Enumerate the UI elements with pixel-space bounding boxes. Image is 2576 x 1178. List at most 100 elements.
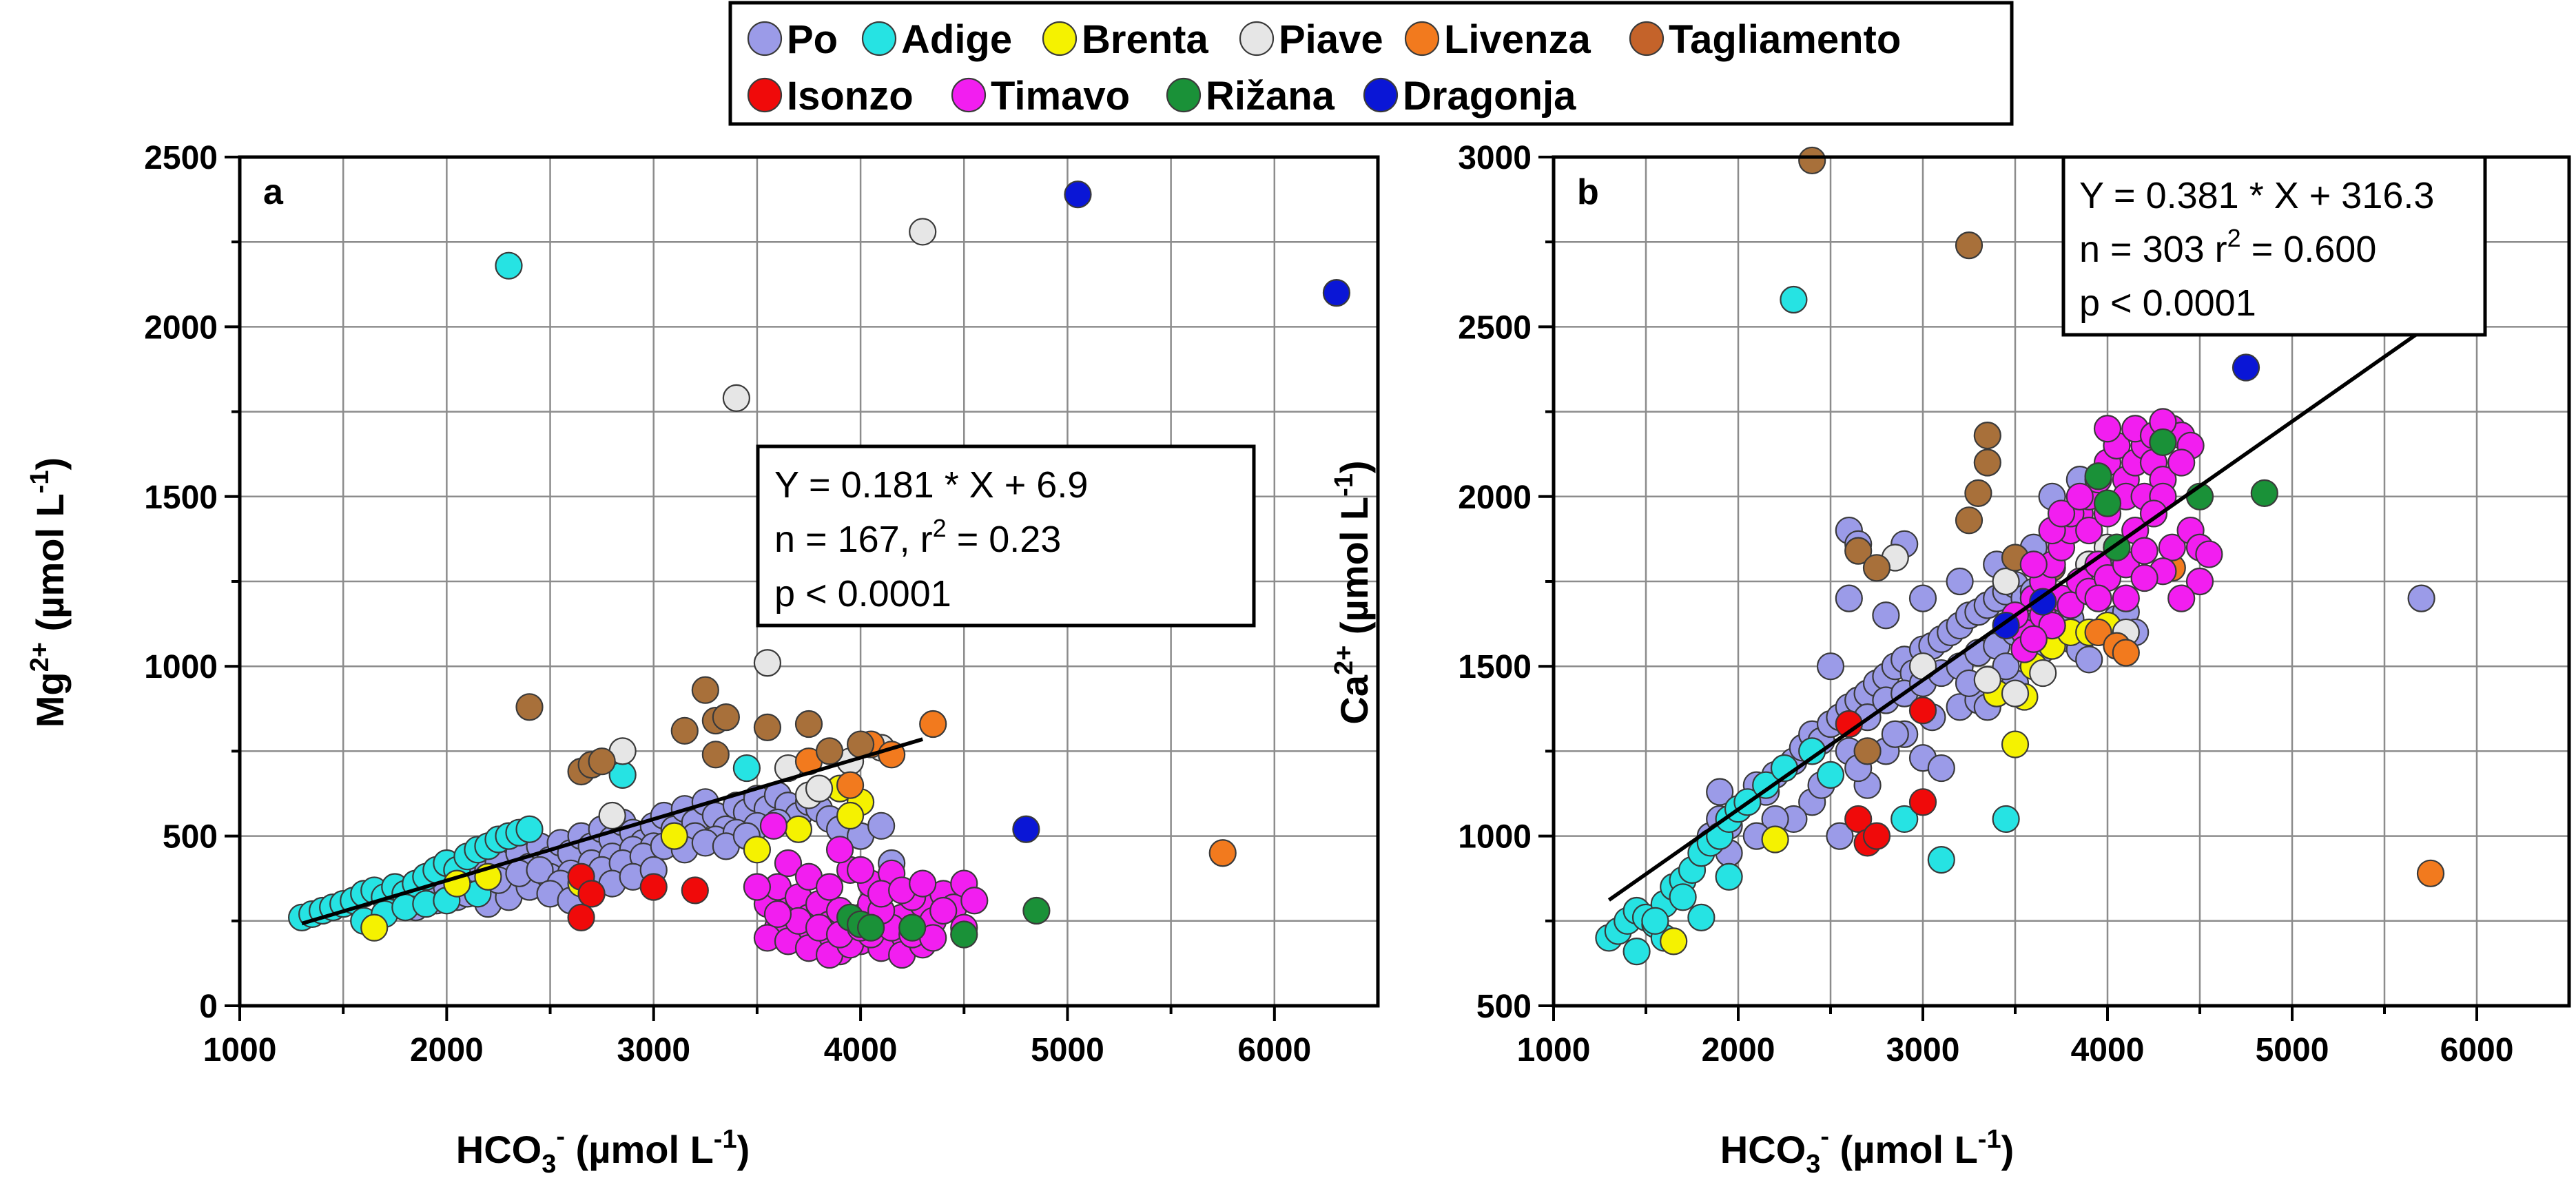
panel-a-point-isonzo [639, 873, 668, 901]
panel-b-ylabel-unit: (µmol L [1332, 497, 1376, 645]
legend-item-timavo: Timavo [951, 74, 1130, 118]
panel-b-point-piave [2029, 659, 2057, 688]
panel-b-point-rizana [2250, 479, 2278, 507]
panel-b-point-livenza [2112, 639, 2140, 667]
panel-b-point-rizana [2093, 489, 2122, 517]
panel-b-y-axis-label: Ca2+ (µmol L-1) [1330, 460, 1376, 724]
panel-b-point-isonzo [1908, 788, 1937, 816]
panel-b-point-isonzo [1908, 696, 1937, 725]
panel-b-point-timavo [2112, 584, 2140, 612]
panel-b-letter: b [1577, 172, 1599, 212]
panel-b-point-po [1872, 601, 1900, 630]
panel-b-point-piave [1973, 665, 2001, 694]
panel-b-point-po [1927, 754, 1955, 783]
panel-b-point-tagliamento [1798, 146, 1826, 175]
panel-a-point-livenza [836, 771, 865, 799]
panel-b-point-timavo [2084, 584, 2112, 612]
panel-b-point-adige [1752, 771, 1780, 799]
panel-b-point-tagliamento [1973, 448, 2001, 477]
panel-a-ytick-label: 2000 [144, 309, 218, 346]
panel-a-xtick-label: 6000 [1237, 1032, 1311, 1068]
panel-b-point-dragonja [2029, 588, 2057, 616]
panel-a-n-r2-part: n = 167, r [774, 519, 933, 560]
panel-b-point-po [1826, 822, 1854, 850]
panel-a-xlabel-unit: (µmol L [565, 1128, 714, 1171]
panel-b-point-adige [1890, 805, 1919, 834]
legend-swatch-rizana [1166, 77, 1202, 113]
panel-a-ytick-label: 0 [199, 989, 218, 1025]
panel-a-ytick-label: 500 [163, 819, 218, 856]
panel-b-r2-sup: 2 [2227, 224, 2241, 252]
panel-a-ytick-label: 2500 [144, 140, 218, 176]
panel-a-xtick-label: 2000 [410, 1032, 484, 1068]
panel-a-point-timavo [960, 887, 989, 915]
legend-item-isonzo: Isonzo [747, 74, 914, 118]
panel-b-point-rizana [2084, 462, 2112, 490]
panel-a-tick-labels: 1000 2000 3000 4000 5000 6000 0 500 1000 1500 2000… [144, 140, 1311, 1068]
panel-a-ticks [225, 156, 1276, 1021]
panel-a-stats-box: Y = 0.181 * X + 6.9 n = 167, r2 = 0.23 p… [756, 444, 1256, 628]
panel-a-point-brenta [836, 801, 865, 830]
panel-b-stats-frame [2061, 155, 2487, 337]
legend-swatch-tagliamento [1629, 21, 1665, 56]
panel-a-point-rizana [857, 913, 885, 942]
panel-a-xtick-label: 5000 [1031, 1032, 1104, 1068]
panel-a-ylabel-unit-end: ) [28, 457, 72, 471]
panel-b-point-po [1835, 584, 1863, 612]
panel-b-point-piave [2001, 679, 2030, 707]
panel-b-point-timavo [2075, 516, 2103, 545]
panel-b-point-tagliamento [1844, 537, 1873, 565]
panel-a-point-brenta [743, 836, 772, 864]
panel-a-point-rizana [898, 913, 927, 942]
panel-b-point-rizana [2149, 428, 2177, 457]
panel-b: 1000 2000 3000 4000 5000 6000 500 1000 1500 2000 2… [1330, 140, 2571, 1178]
panel-a-ylabel-unit: (µmol L [28, 493, 72, 642]
panel-a-point-adige [515, 815, 544, 843]
panel-b-point-livenza [2416, 859, 2445, 887]
panel-b-point-brenta [1761, 825, 1789, 854]
panel-b-point-timavo [2167, 448, 2196, 477]
panel-b-point-po [2075, 645, 2103, 674]
legend-item-piave: Piave [1239, 17, 1383, 62]
panel-a-point-isonzo [567, 903, 595, 931]
panel-b-point-adige [1687, 903, 1715, 931]
panel-a-xlabel-sup: - [556, 1122, 565, 1151]
panel-a-point-isonzo [577, 880, 606, 908]
panel-a-point-brenta [360, 913, 389, 942]
panel-a-point-rizana [950, 920, 978, 949]
panel-b-xtick-label: 1000 [1517, 1032, 1591, 1068]
panel-a-point-brenta [784, 815, 813, 843]
panel-a-equation: Y = 0.181 * X + 6.9 [774, 464, 1088, 506]
panel-a-point-livenza [919, 710, 947, 738]
panel-b-ytick-label: 2000 [1458, 479, 1532, 516]
panel-b-point-tagliamento [1853, 737, 1882, 765]
panel-b-xlabel-unit-sup: -1 [1978, 1125, 2001, 1154]
panel-a-point-timavo [774, 849, 803, 878]
panel-b-point-tagliamento [1973, 421, 2001, 450]
legend-label-adige: Adige [901, 17, 1012, 62]
panel-a-point-timavo [846, 856, 875, 884]
panel-a-point-timavo [929, 896, 958, 925]
panel-b-point-adige [1641, 907, 1669, 935]
panel-b-point-timavo [2019, 550, 2048, 579]
panel-b-xlabel-sup: - [1820, 1122, 1829, 1151]
panel-b-xtick-label: 3000 [1886, 1032, 1960, 1068]
panel-b-point-tagliamento [1955, 506, 1983, 535]
panel-a-point-tagliamento [588, 747, 616, 776]
legend-swatch-dragonja [1363, 77, 1399, 113]
panel-b-xtick-label: 4000 [2071, 1032, 2145, 1068]
panel-a-ylabel-main: Mg [28, 672, 72, 727]
panel-a-point-livenza [1208, 839, 1237, 867]
panel-a-point-timavo [743, 873, 772, 901]
panel-b-point-adige [1816, 761, 1845, 789]
panel-b-point-adige [1992, 805, 2020, 834]
panel-a-point-piave [722, 384, 750, 412]
panel-a-xlabel-unit-end: ) [737, 1128, 750, 1171]
legend: Po Adige Brenta Piave Livenza Tagliament… [728, 1, 2014, 126]
panel-b-xlabel-main: HCO [1720, 1128, 1806, 1171]
panel-a-point-po [867, 812, 896, 840]
panel-b-ytick-label: 3000 [1458, 140, 1532, 176]
panel-a-point-rizana [1022, 896, 1051, 925]
panel-b-point-po [2407, 584, 2435, 612]
